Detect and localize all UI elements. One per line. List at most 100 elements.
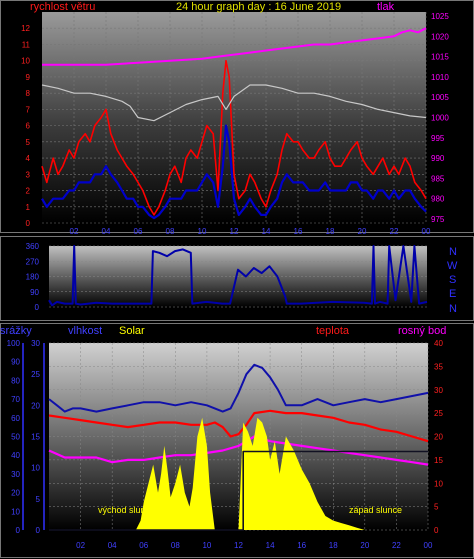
sunrise-annotation: východ slun — [98, 505, 146, 515]
rain-y-tick: 10 — [11, 507, 20, 516]
temp-x-tick: 14 — [266, 541, 275, 550]
direction-y-tick: 270 — [26, 257, 40, 266]
dir-letter-e: E — [449, 288, 456, 300]
wind-series-gust — [41, 59, 427, 216]
wind-x-tick: 18 — [326, 227, 335, 236]
temp-x-tick: 08 — [171, 541, 180, 550]
temp-x-tick: 00 — [424, 541, 433, 550]
wind-y-tick: 9 — [26, 73, 31, 82]
wind-y-tick: 0 — [26, 219, 31, 228]
temp-y-tick: 10 — [434, 479, 443, 488]
pressure-y-tick: 990 — [431, 154, 445, 163]
rain-y-tick: 60 — [11, 414, 20, 423]
wind-y-tick: 12 — [21, 24, 30, 33]
temp-series-humidity — [48, 363, 429, 413]
temp-series-rain — [49, 450, 428, 531]
dir-letter-n-bottom: N — [449, 303, 457, 315]
wind-x-tick: 04 — [102, 227, 111, 236]
temp-y-tick: 30 — [434, 386, 443, 395]
wind-y-tick: 7 — [26, 105, 31, 114]
rain-y-tick: 90 — [11, 358, 20, 367]
wind-speed-label: rychlost větru — [30, 1, 95, 13]
temp-x-tick: 04 — [108, 541, 117, 550]
dir-letter-n-top: N — [449, 246, 457, 258]
wind-y-tick: 1 — [26, 203, 31, 212]
humidity-y-tick: 15 — [31, 433, 40, 442]
temp-y-tick: 5 — [434, 503, 439, 512]
pressure-y-tick: 980 — [431, 195, 445, 204]
wind-x-tick: 16 — [294, 227, 303, 236]
temperature-label: teplota — [316, 325, 350, 337]
pressure-label: tlak — [377, 1, 395, 13]
wind-x-tick: 22 — [390, 227, 399, 236]
temp-x-tick: 18 — [329, 541, 338, 550]
wind-y-tick: 5 — [26, 138, 31, 147]
wind-x-tick: 06 — [134, 227, 143, 236]
dewpoint-label: rosný bod — [398, 325, 446, 337]
pressure-y-tick: 1015 — [431, 53, 449, 62]
wind-y-tick: 6 — [26, 122, 31, 131]
wind-y-tick: 8 — [26, 89, 31, 98]
rain-y-tick: 20 — [11, 489, 20, 498]
dir-letter-w: W — [447, 260, 458, 272]
temp-series-temperature — [48, 409, 429, 443]
wind-y-tick: 4 — [26, 154, 31, 163]
wind-series-outdoor — [41, 84, 427, 122]
pressure-y-tick: 1000 — [431, 114, 449, 123]
wind-y-tick: 2 — [26, 187, 31, 196]
humidity-label: vlhkost — [68, 325, 102, 337]
wind-x-tick: 12 — [230, 227, 239, 236]
pressure-y-tick: 985 — [431, 174, 445, 183]
wind-y-tick: 11 — [22, 40, 31, 49]
wind-x-tick: 14 — [262, 227, 271, 236]
temp-y-tick: 15 — [434, 456, 443, 465]
wind-series-avg — [41, 124, 427, 220]
temp-y-tick: 40 — [434, 339, 443, 348]
rain-y-tick: 80 — [11, 376, 20, 385]
humidity-y-tick: 20 — [31, 401, 40, 410]
rain-y-tick: 100 — [7, 339, 21, 348]
direction-y-tick: 180 — [26, 273, 40, 282]
pressure-y-tick: 975 — [431, 215, 445, 224]
direction-y-tick: 0 — [35, 303, 40, 312]
direction-y-tick: 360 — [26, 242, 40, 251]
rain-y-tick: 70 — [11, 395, 20, 404]
wind-x-tick: 00 — [422, 227, 431, 236]
pressure-y-tick: 1020 — [431, 32, 449, 41]
wind-y-tick: 10 — [21, 57, 30, 66]
temp-y-tick: 35 — [434, 362, 443, 371]
wind-x-tick: 08 — [166, 227, 175, 236]
rain-label: srážky — [0, 325, 32, 337]
axis-layer: 02 04 06 08 10 12 14 16 18 20 22 000123456789101112… — [7, 12, 450, 550]
wind-series-pressure — [42, 27, 427, 66]
direction-series-direction — [48, 245, 428, 307]
wind-x-tick: 10 — [198, 227, 207, 236]
humidity-y-tick: 0 — [36, 526, 41, 535]
temp-x-tick: 16 — [297, 541, 306, 550]
pressure-y-tick: 1010 — [431, 73, 449, 82]
temp-x-tick: 20 — [360, 541, 369, 550]
humidity-y-tick: 5 — [36, 495, 41, 504]
temp-y-tick: 25 — [434, 409, 443, 418]
pressure-y-tick: 1025 — [431, 12, 449, 21]
series-layer — [41, 27, 429, 531]
wind-x-tick: 20 — [358, 227, 367, 236]
pressure-y-tick: 995 — [431, 134, 445, 143]
temp-x-tick: 22 — [392, 541, 401, 550]
wind-x-tick: 02 — [70, 227, 79, 236]
temp-x-tick: 02 — [76, 541, 85, 550]
temp-y-tick: 0 — [434, 526, 439, 535]
solar-label: Solar — [119, 325, 145, 337]
pressure-y-tick: 1005 — [431, 93, 449, 102]
rain-y-tick: 30 — [11, 470, 20, 479]
rain-y-tick: 0 — [16, 526, 21, 535]
wind-y-tick: 3 — [26, 170, 31, 179]
rain-y-tick: 50 — [11, 433, 20, 442]
chart-title: 24 hour graph day : 16 June 2019 — [176, 1, 341, 13]
temp-x-tick: 10 — [202, 541, 211, 550]
sunset-annotation: západ slunce — [349, 505, 402, 515]
direction-y-tick: 90 — [30, 288, 39, 297]
humidity-y-tick: 25 — [31, 370, 40, 379]
rain-y-tick: 40 — [11, 451, 20, 460]
